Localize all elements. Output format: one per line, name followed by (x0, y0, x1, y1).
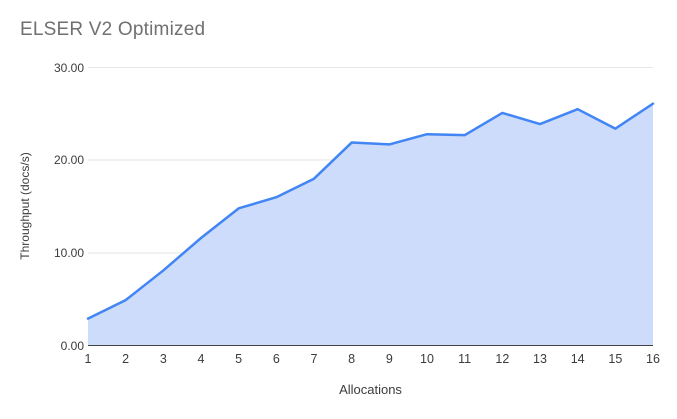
series-line (86, 102, 655, 320)
area-series-fill (88, 103, 653, 346)
x-tick-label: 12 (495, 352, 510, 366)
x-tick-label: 9 (385, 352, 393, 366)
x-tick-label: 2 (122, 352, 130, 366)
x-tick-label: 7 (310, 352, 318, 366)
x-tick-label: 4 (197, 352, 205, 366)
y-tick-label: 30.00 (53, 60, 84, 75)
x-tick-label: 11 (458, 352, 472, 366)
x-tick-label: 15 (608, 352, 623, 366)
x-tick-label: 5 (235, 352, 243, 366)
x-tick-label: 14 (570, 352, 585, 366)
x-tick-label: 8 (348, 352, 356, 366)
x-tick-label: 16 (646, 352, 660, 366)
y-tick-label: 10.00 (53, 245, 84, 260)
chart-title: ELSER V2 Optimized (20, 19, 206, 40)
x-axis-title: Allocations (339, 382, 402, 397)
x-tick-label: 13 (533, 352, 547, 366)
x-tick-label: 3 (159, 352, 167, 366)
y-tick-label: 20.00 (53, 153, 84, 168)
x-tick-label: 1 (84, 352, 92, 366)
y-tick-label: 0.00 (60, 338, 84, 353)
x-tick-label: 6 (272, 352, 280, 366)
x-tick-label: 10 (420, 352, 434, 366)
